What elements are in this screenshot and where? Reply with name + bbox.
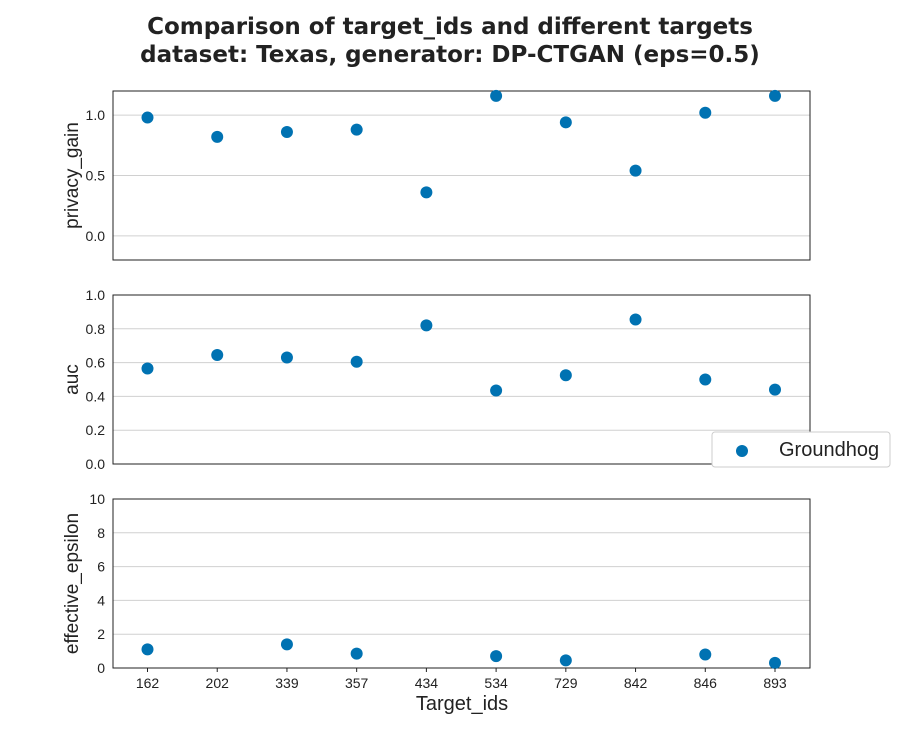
legend: Groundhog [711,431,891,468]
data-point [699,648,712,661]
data-point [559,116,572,129]
x-tick-label: 434 [415,675,439,691]
data-point [769,383,781,396]
x-tick-label: 202 [206,675,230,691]
data-point [490,650,503,663]
y-tick-label: 0.6 [86,355,106,371]
x-tick-label: 729 [554,675,578,691]
y-tick-label: 0.0 [86,228,106,244]
y-tick-label: 8 [97,525,105,541]
x-tick-label: 893 [763,675,787,691]
y-tick-label: 0.2 [86,422,106,438]
data-point [559,654,572,667]
y-axis-label: auc [62,364,83,395]
x-tick-label: 842 [624,675,648,691]
y-tick-label: 1.0 [86,107,106,123]
legend-box [711,431,891,468]
x-tick-label: 357 [345,675,369,691]
x-tick-label: 162 [136,675,160,691]
data-point [211,348,224,361]
y-tick-label: 6 [97,559,105,575]
data-point [629,164,642,177]
x-axis-label: Target_ids [416,693,508,715]
data-point [280,351,293,364]
x-tick-label: 339 [275,675,299,691]
y-tick-label: 0.5 [86,168,106,184]
data-point [350,123,363,136]
data-point [350,647,363,660]
data-point [490,89,503,102]
data-point [769,656,781,669]
panel-effective_epsilon: 0 2 4 6 8 10 effective_epsilon [62,491,811,676]
y-tick-label: 0.4 [86,388,106,404]
data-point [629,313,642,326]
legend-marker [736,445,748,457]
y-tick-label: 0 [97,660,105,676]
y-tick-label: 0.0 [86,456,106,472]
plot-frame [112,90,811,261]
data-point [350,355,363,368]
data-point [559,369,572,382]
y-tick-label: 2 [97,626,105,642]
data-point [141,111,154,124]
y-tick-label: 1.0 [86,287,106,303]
data-point [699,106,712,119]
data-point [211,130,224,143]
y-tick-label: 4 [97,592,105,608]
data-point [420,186,433,199]
panels: 0.00.51.0privacy_gain0.00.20.40.60.81.0a… [62,89,811,676]
data-point [420,319,433,332]
x-tick-label: 534 [484,675,508,691]
x-tick-label: 846 [694,675,718,691]
data-point [769,89,781,102]
data-point [141,643,154,656]
chart-title: Comparison of target_ids and different t… [147,14,753,40]
y-tick-label: 10 [89,491,105,507]
panel-auc: 0.0 0.2 0.4 0.6 0.8 1.0 auc [62,287,811,472]
x-tick-labels: 162 202 339 357 434 534 729 842 846 893 [136,668,787,691]
y-axis-label: effective_epsilon [62,513,83,654]
data-point [280,126,293,139]
y-tick-label: 0.8 [86,321,106,337]
plot-frame [112,498,811,669]
data-point [141,362,154,375]
legend-label: Groundhog [779,439,879,461]
plot-frame [112,294,811,465]
data-point [490,384,503,397]
data-point [699,373,712,386]
chart-subtitle: dataset: Texas, generator: DP-CTGAN (eps… [140,42,760,68]
data-point [280,638,293,651]
y-axis-label: privacy_gain [62,122,83,229]
